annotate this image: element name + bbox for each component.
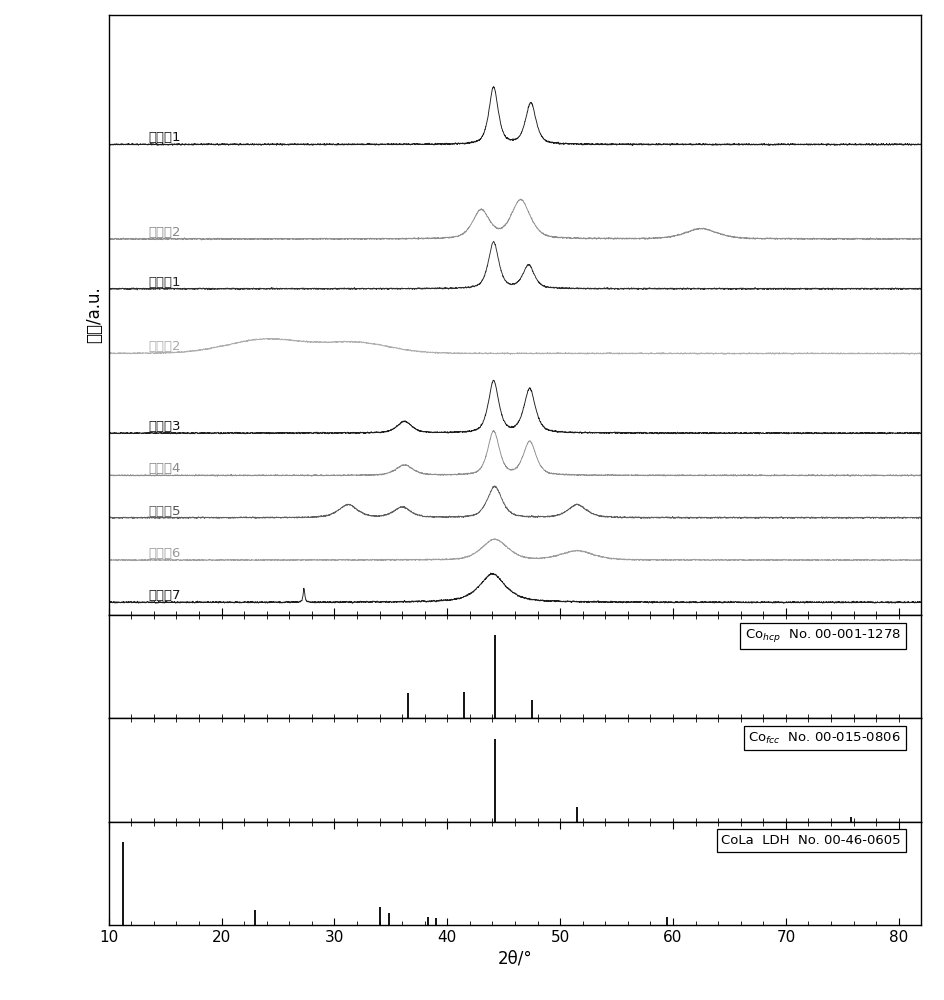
Text: 对比例2: 对比例2	[148, 340, 180, 353]
Text: Co$_{hcp}$  No. 00-001-1278: Co$_{hcp}$ No. 00-001-1278	[744, 627, 900, 644]
Text: Co$_{fcc}$  No. 00-015-0806: Co$_{fcc}$ No. 00-015-0806	[748, 731, 900, 746]
Text: 对比例3: 对比例3	[148, 420, 180, 433]
Text: 对比例7: 对比例7	[148, 589, 180, 602]
Text: 实施例2: 实施例2	[148, 226, 180, 239]
Text: 实施例1: 实施例1	[148, 131, 180, 144]
Text: 对比例5: 对比例5	[148, 505, 180, 518]
X-axis label: 2θ/°: 2θ/°	[497, 949, 531, 967]
Text: 对比例1: 对比例1	[148, 276, 180, 289]
Text: 对比例6: 对比例6	[148, 547, 180, 560]
Y-axis label: 强度/a.u.: 强度/a.u.	[85, 287, 103, 343]
Text: 对比例4: 对比例4	[148, 462, 180, 475]
Text: CoLa  LDH  No. 00-46-0605: CoLa LDH No. 00-46-0605	[720, 834, 900, 847]
